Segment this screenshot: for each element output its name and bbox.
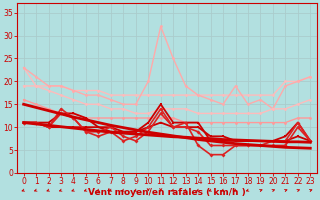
- X-axis label: Vent moyen/en rafales ( km/h ): Vent moyen/en rafales ( km/h ): [88, 188, 246, 197]
